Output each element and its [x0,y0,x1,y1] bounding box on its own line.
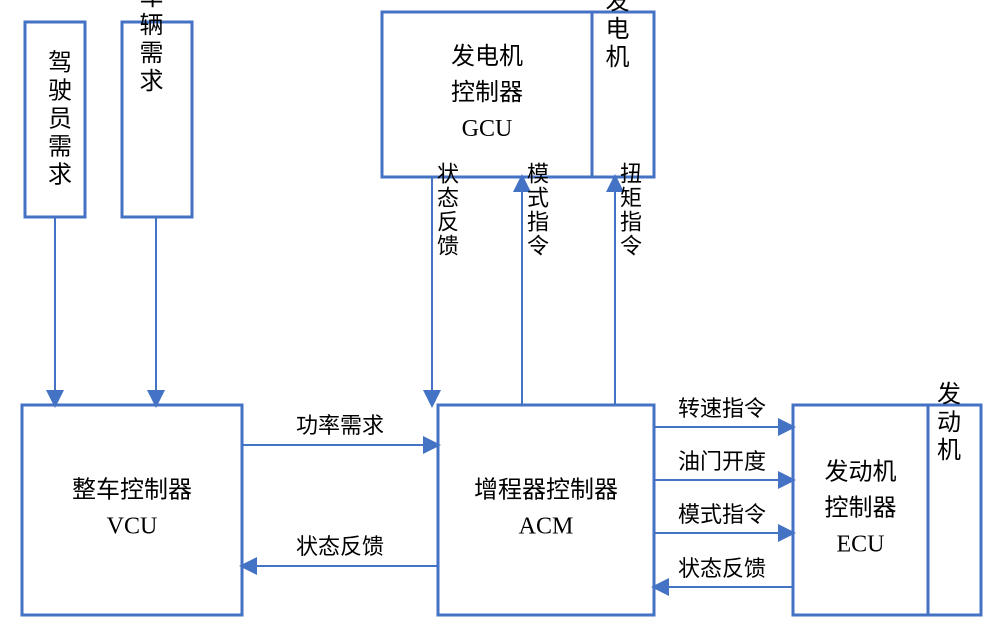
gcu-label-1: 控制器 [451,79,523,106]
acm [438,405,654,615]
ecu-label-1: 控制器 [825,495,897,522]
acm-label-1: ACM [519,514,574,540]
a_mode_ecu-label: 模式指令 [678,502,766,527]
driver-label: 驾驶员需求 [43,50,71,190]
ecu-label-2: ECU [837,532,885,558]
a_power_req-label: 功率需求 [296,413,384,438]
a_torque_gcu-label: 扭矩指令 [617,162,642,258]
a_throttle-label: 油门开度 [678,449,766,474]
a_state_gcu-label: 状态反馈 [434,162,459,258]
vcu-label-0: 整车控制器 [72,477,192,504]
a_mode_gcu-label: 模式指令 [524,162,549,258]
gcu-label-2: GCU [462,116,513,142]
a_state_fb2-label: 状态反馈 [678,556,766,581]
ecu-label-0: 发动机 [825,459,897,486]
a_speed-label: 转速指令 [678,396,766,421]
block-diagram: 驾驶员需求 车辆需求 发电机控制器 GCU 发电机整车控制器 VCU 增程器控制器 ACM 发动… [0,0,1000,643]
gen-label: 发电机 [601,0,629,72]
gcu-label-0: 发电机 [451,43,523,70]
vcu [22,405,242,615]
engine-label: 发动机 [933,381,961,465]
a_state_fb1-label: 状态反馈 [296,534,384,559]
vcu-label-1: VCU [107,514,158,540]
vehicle-label: 车辆需求 [135,0,163,96]
acm-label-0: 增程器控制器 [474,477,618,504]
